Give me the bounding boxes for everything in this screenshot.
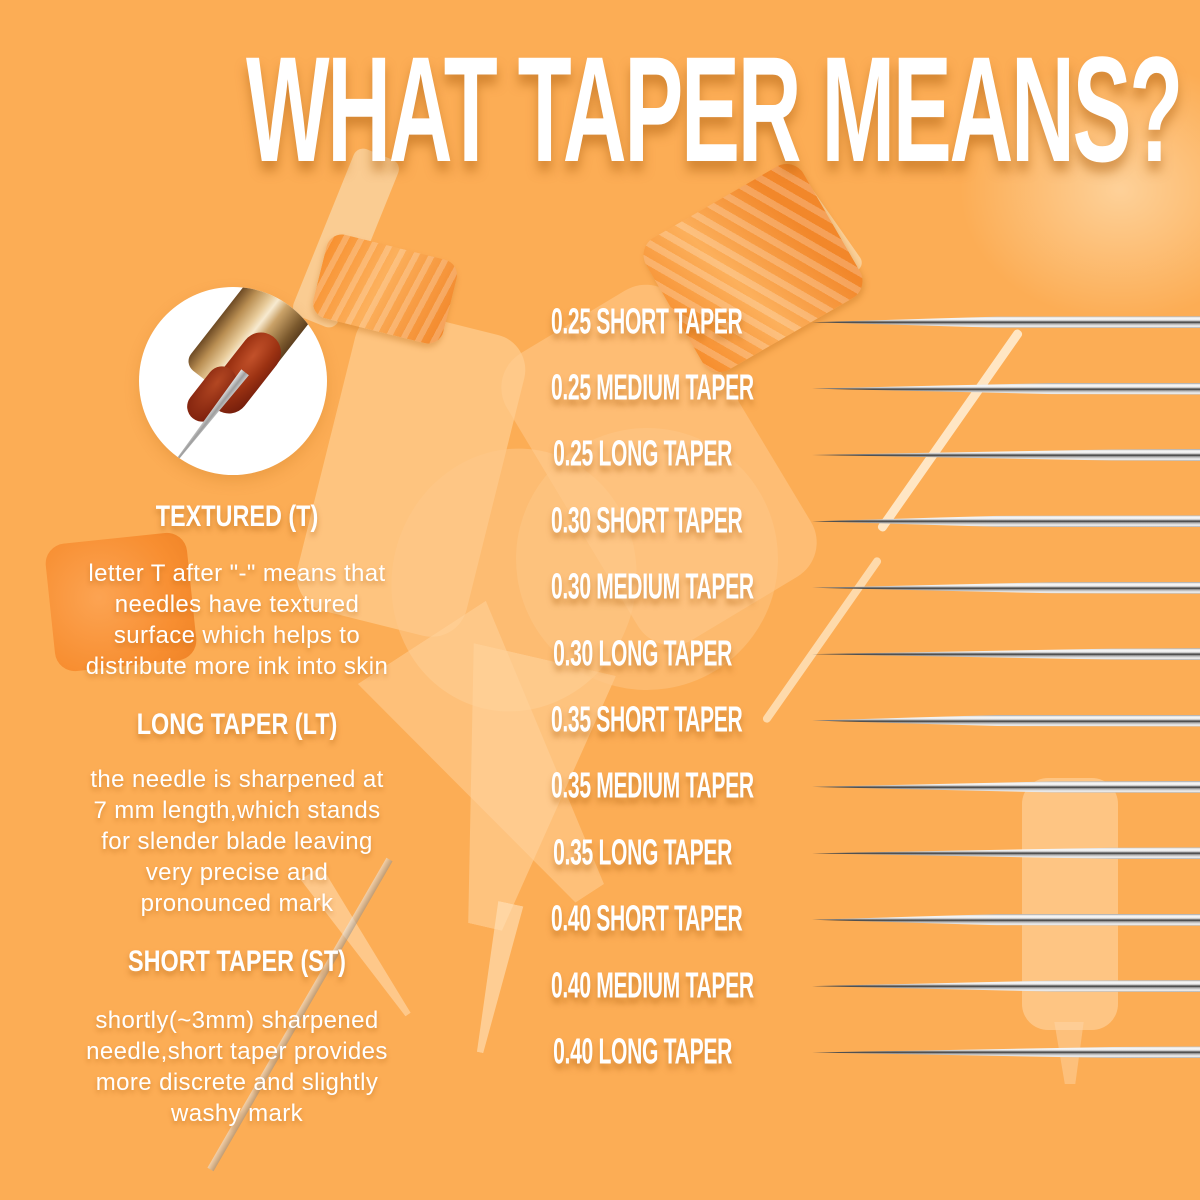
tattoo-needle-image (812, 980, 1200, 993)
taper-label: 0.25 MEDIUM TAPER (550, 368, 754, 409)
heading-textured: TEXTURED (T) (155, 500, 319, 533)
tattoo-needle-image (812, 714, 1200, 727)
taper-label: 0.25 LONG TAPER (553, 434, 732, 475)
taper-row: 0.25 LONG TAPER (440, 422, 1200, 488)
taper-label: 0.30 MEDIUM TAPER (550, 567, 754, 608)
taper-label: 0.30 LONG TAPER (553, 633, 732, 674)
taper-label: 0.40 LONG TAPER (553, 1032, 732, 1072)
needle-tip-closeup-photo (139, 287, 327, 475)
taper-label: 0.30 SHORT TAPER (550, 500, 743, 541)
heading-long-taper: LONG TAPER (LT) (136, 708, 338, 741)
light-flare (960, 60, 1200, 320)
taper-label: 0.40 SHORT TAPER (550, 899, 743, 940)
taper-list: 0.25 SHORT TAPER 0.25 MEDIUM TAPER 0.25 … (440, 289, 1200, 1086)
taper-row: 0.25 SHORT TAPER (440, 289, 1200, 355)
taper-row: 0.30 MEDIUM TAPER (440, 555, 1200, 621)
taper-row: 0.25 MEDIUM TAPER (440, 355, 1200, 421)
taper-row: 0.35 LONG TAPER (440, 820, 1200, 886)
tattoo-needle-image (812, 648, 1200, 661)
taper-row: 0.35 MEDIUM TAPER (440, 754, 1200, 820)
tattoo-needle-image (812, 1046, 1200, 1059)
taper-label: 0.35 SHORT TAPER (550, 700, 743, 740)
taper-row: 0.40 MEDIUM TAPER (440, 953, 1200, 1019)
taper-row: 0.30 SHORT TAPER (440, 488, 1200, 554)
heading-short-taper: SHORT TAPER (ST) (128, 945, 346, 978)
taper-row: 0.35 SHORT TAPER (440, 687, 1200, 753)
taper-row: 0.40 SHORT TAPER (440, 887, 1200, 953)
tattoo-needle-image (812, 913, 1200, 926)
tattoo-needle-image (812, 780, 1200, 793)
taper-label: 0.40 MEDIUM TAPER (550, 965, 754, 1006)
taper-label: 0.25 SHORT TAPER (550, 301, 743, 342)
taper-row: 0.40 LONG TAPER (440, 1019, 1200, 1085)
tattoo-needle-image (812, 448, 1200, 461)
page-title: WHAT TAPER MEANS? (246, 25, 1183, 193)
taper-label: 0.35 MEDIUM TAPER (550, 766, 754, 807)
tattoo-needle-image (812, 515, 1200, 528)
taper-label: 0.35 LONG TAPER (553, 832, 732, 873)
tattoo-needle-image (812, 847, 1200, 860)
body-long-taper: the needle is sharpened at 7 mm length,w… (90, 766, 384, 917)
body-short-taper: shortly(~3mm) sharpened needle,short tap… (86, 1007, 388, 1127)
taper-row: 0.30 LONG TAPER (440, 621, 1200, 687)
tattoo-needle-image (812, 316, 1200, 329)
cartridge-a-cap (309, 231, 461, 347)
tattoo-needle-image (812, 382, 1200, 395)
tattoo-needle-image (812, 581, 1200, 594)
body-textured: letter T after "-" means that needles ha… (85, 560, 389, 680)
